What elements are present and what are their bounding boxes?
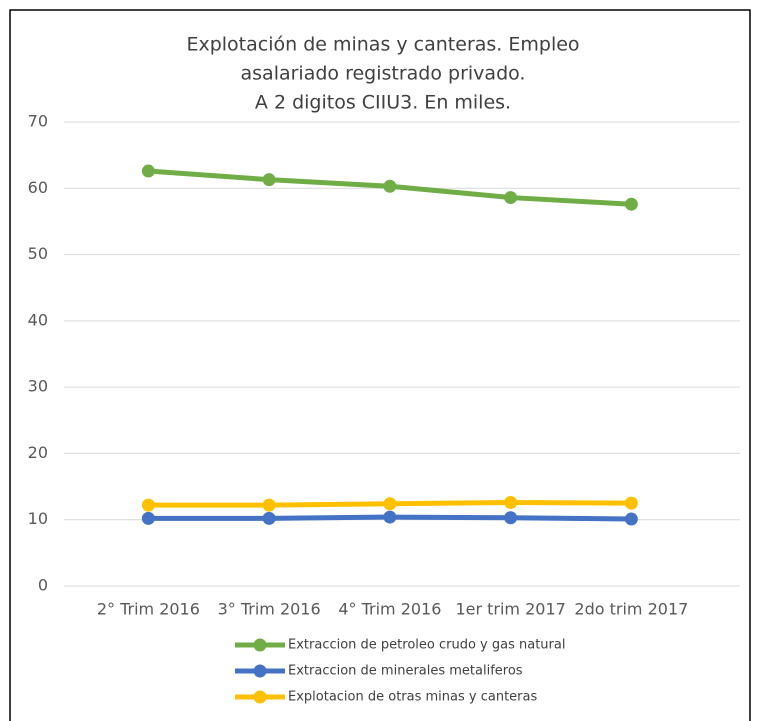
data-point (504, 495, 518, 509)
legend-label: Extraccion de minerales metaliferos (288, 664, 523, 679)
legend-marker (253, 638, 267, 652)
legend-marker (253, 690, 267, 704)
chart-title: A 2 digitos CIIU3. En miles. (255, 92, 511, 114)
y-tick-label: 70 (28, 112, 48, 131)
data-point (383, 497, 397, 511)
x-tick-label: 2do trim 2017 (574, 600, 688, 619)
data-point (383, 179, 397, 193)
data-point (141, 498, 155, 512)
data-point (504, 191, 518, 205)
data-point (383, 510, 397, 524)
x-tick-label: 4° Trim 2016 (338, 600, 441, 619)
chart-border (9, 9, 751, 721)
x-tick-label: 3° Trim 2016 (218, 600, 321, 619)
x-tick-label: 1er trim 2017 (455, 600, 565, 619)
data-point (624, 496, 638, 510)
data-point (262, 511, 276, 525)
y-tick-label: 60 (28, 178, 48, 197)
data-point (624, 512, 638, 526)
chart-title: asalariado registrado privado. (241, 63, 526, 85)
legend-marker (253, 664, 267, 678)
x-tick-label: 2° Trim 2016 (97, 600, 200, 619)
y-tick-label: 30 (28, 377, 48, 396)
chart-title: Explotación de minas y canteras. Empleo (186, 34, 579, 56)
y-tick-label: 0 (38, 576, 48, 595)
data-point (624, 197, 638, 211)
data-point (262, 498, 276, 512)
y-tick-label: 40 (28, 310, 48, 329)
y-tick-label: 20 (28, 443, 48, 462)
y-tick-label: 10 (28, 509, 48, 528)
data-point (504, 511, 518, 525)
legend-label: Extraccion de petroleo crudo y gas natur… (288, 638, 565, 653)
data-point (141, 164, 155, 178)
data-point (141, 511, 155, 525)
legend-label: Explotacion de otras minas y canteras (288, 690, 537, 705)
data-point (262, 173, 276, 187)
y-tick-label: 50 (28, 244, 48, 263)
